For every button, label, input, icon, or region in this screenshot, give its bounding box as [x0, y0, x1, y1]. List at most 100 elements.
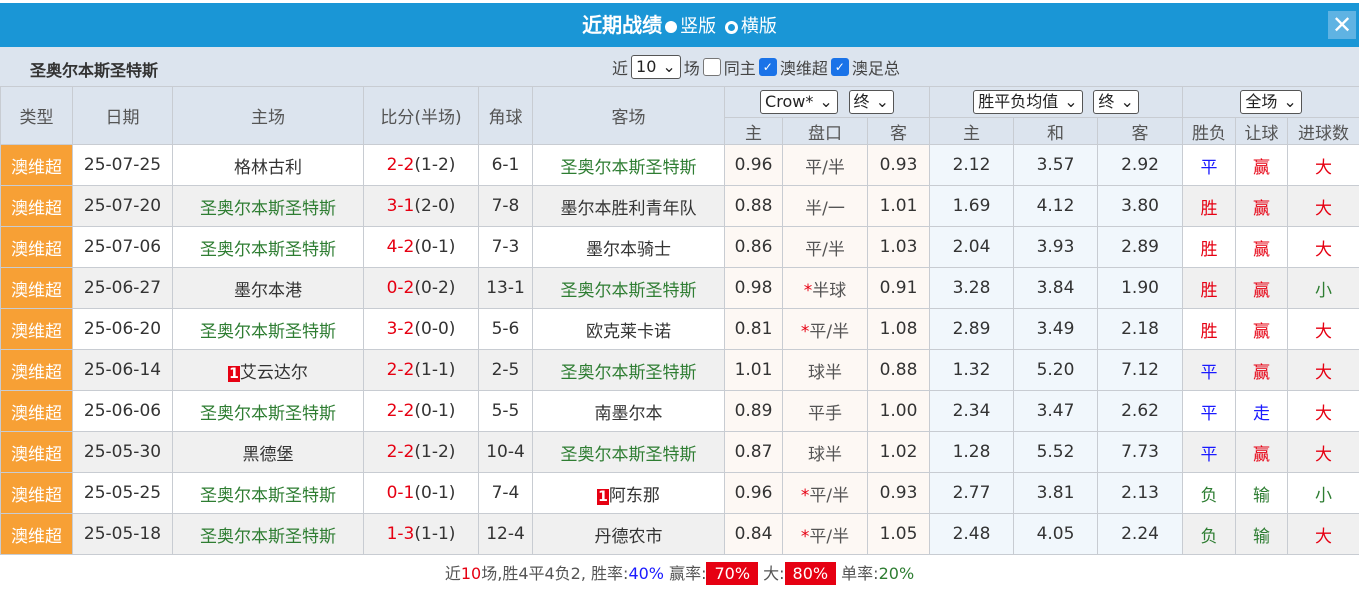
filter-bar: 圣奥尔本斯圣特斯 近 10 ⌄ 场 同主 ✓ 澳维超 ✓ 澳足总: [0, 47, 1359, 86]
period-select[interactable]: 全场 ⌄: [1240, 90, 1302, 114]
match-row[interactable]: 澳维超 25-05-25 圣奥尔本斯圣特斯 0-1(0-1) 7-4 1阿东那 …: [0, 472, 1359, 514]
home-team-name[interactable]: 圣奥尔本斯圣特斯: [200, 403, 336, 424]
home-team-name[interactable]: 圣奥尔本斯圣特斯: [200, 526, 336, 547]
eu-away-odds: 2.89: [1097, 226, 1184, 268]
league-type[interactable]: 澳维超: [0, 267, 73, 309]
star-mark: *: [803, 280, 813, 301]
team-name: 圣奥尔本斯圣特斯: [30, 61, 159, 80]
full-score: 2-2: [386, 442, 415, 462]
away-team-cell: 圣奥尔本斯圣特斯: [532, 431, 725, 473]
ah-line-value: 球半: [808, 362, 842, 383]
handicap-result: 走: [1235, 390, 1289, 432]
away-team-name[interactable]: 圣奥尔本斯圣特斯: [560, 157, 697, 178]
match-row[interactable]: 澳维超 25-06-20 圣奥尔本斯圣特斯 3-2(0-0) 5-6 欧克莱卡诺…: [0, 308, 1359, 350]
away-team-name[interactable]: 墨尔本胜利青年队: [560, 198, 697, 219]
away-team-name[interactable]: 圣奥尔本斯圣特斯: [560, 280, 697, 301]
score-cell[interactable]: 3-1(2-0): [363, 185, 479, 227]
league-type[interactable]: 澳维超: [0, 431, 73, 473]
away-team-name[interactable]: 丹德农市: [594, 526, 663, 547]
summary-text: 场,胜4平4负2, 胜率:: [481, 564, 629, 583]
home-team-name[interactable]: 圣奥尔本斯圣特斯: [200, 485, 336, 506]
league-type[interactable]: 澳维超: [0, 390, 73, 432]
title-bar: 近期战绩 竖版 横版 ✕: [0, 3, 1359, 47]
radio-vertical-label[interactable]: 竖版: [680, 16, 717, 37]
header-date: 日期: [72, 86, 173, 145]
eu-type-select[interactable]: 胜平负均值 ⌄: [973, 90, 1083, 114]
away-team-cell: 1阿东那: [532, 472, 725, 514]
eu-away-odds: 3.80: [1097, 185, 1184, 227]
score-cell[interactable]: 0-2(0-2): [363, 267, 479, 309]
away-team-name[interactable]: 墨尔本骑士: [586, 239, 671, 260]
away-team-name[interactable]: 南墨尔本: [594, 403, 663, 424]
goals-result: 大: [1287, 349, 1359, 391]
home-team-name[interactable]: 圣奥尔本斯圣特斯: [200, 321, 336, 342]
match-count-select[interactable]: 10 ⌄: [631, 55, 681, 79]
away-team-name[interactable]: 圣奥尔本斯圣特斯: [560, 362, 697, 383]
score-cell[interactable]: 2-2(1-2): [363, 144, 479, 186]
company-select[interactable]: Crow* ⌄: [760, 90, 838, 114]
league-type[interactable]: 澳维超: [0, 185, 73, 227]
eu-draw-odds: 3.81: [1013, 472, 1099, 514]
match-row[interactable]: 澳维超 25-06-06 圣奥尔本斯圣特斯 2-2(0-1) 5-5 南墨尔本 …: [0, 390, 1359, 432]
eu-away-odds: 2.24: [1097, 513, 1184, 555]
over-rate: 80%: [784, 562, 837, 585]
result: 胜: [1182, 308, 1237, 350]
company-value: Crow*: [765, 92, 814, 111]
match-row[interactable]: 澳维超 25-07-20 圣奥尔本斯圣特斯 3-1(2-0) 7-8 墨尔本胜利…: [0, 185, 1359, 227]
result: 胜: [1182, 226, 1237, 268]
away-team-name[interactable]: 阿东那: [608, 485, 660, 506]
match-row[interactable]: 澳维超 25-06-27 墨尔本港 0-2(0-2) 13-1 圣奥尔本斯圣特斯…: [0, 267, 1359, 309]
match-row[interactable]: 澳维超 25-07-25 格林古利 2-2(1-2) 6-1 圣奥尔本斯圣特斯 …: [0, 144, 1359, 186]
home-team-name[interactable]: 墨尔本港: [234, 280, 302, 301]
away-team-name[interactable]: 欧克莱卡诺: [586, 321, 671, 342]
match-row[interactable]: 澳维超 25-06-14 1艾云达尔 2-2(1-1) 2-5 圣奥尔本斯圣特斯…: [0, 349, 1359, 391]
close-icon[interactable]: ✕: [1328, 11, 1356, 39]
away-team-name[interactable]: 圣奥尔本斯圣特斯: [560, 444, 697, 465]
star-mark: *: [800, 321, 810, 342]
ah-home-odds: 0.84: [724, 513, 783, 555]
score-cell[interactable]: 2-2(1-2): [363, 431, 479, 473]
ah-line-value: 半球: [812, 280, 847, 301]
league-type[interactable]: 澳维超: [0, 349, 73, 391]
league-type[interactable]: 澳维超: [0, 513, 73, 555]
corner-count: 13-1: [478, 267, 533, 309]
league-type[interactable]: 澳维超: [0, 472, 73, 514]
league1-checkbox[interactable]: ✓: [758, 58, 777, 76]
ah-away-odds: 1.02: [866, 431, 931, 473]
home-team-cell: 圣奥尔本斯圣特斯: [172, 390, 364, 432]
home-team-name[interactable]: 圣奥尔本斯圣特斯: [200, 239, 336, 260]
score-cell[interactable]: 4-2(0-1): [363, 226, 479, 268]
home-team-name[interactable]: 艾云达尔: [239, 362, 308, 383]
home-team-name[interactable]: 圣奥尔本斯圣特斯: [200, 198, 336, 219]
result: 胜: [1182, 185, 1237, 227]
score-cell[interactable]: 2-2(1-1): [363, 349, 479, 391]
goals-result: 大: [1287, 308, 1359, 350]
handicap-result: 输: [1235, 513, 1289, 555]
league-type[interactable]: 澳维超: [0, 144, 73, 186]
chevron-down-icon: ⌄: [1064, 92, 1078, 111]
score-cell[interactable]: 1-3(1-1): [363, 513, 479, 555]
match-row[interactable]: 澳维超 25-05-18 圣奥尔本斯圣特斯 1-3(1-1) 12-4 丹德农市…: [0, 513, 1359, 555]
radio-horizontal[interactable]: [724, 20, 738, 34]
handicap-result: 输: [1235, 472, 1289, 514]
score-cell[interactable]: 0-1(0-1): [363, 472, 479, 514]
league2-checkbox[interactable]: ✓: [830, 58, 849, 76]
match-row[interactable]: 澳维超 25-05-30 黑德堡 2-2(1-2) 10-4 圣奥尔本斯圣特斯 …: [0, 431, 1359, 473]
radio-vertical[interactable]: [665, 21, 678, 33]
ah-stage-select[interactable]: 终 ⌄: [848, 90, 894, 114]
eu-stage-select[interactable]: 终 ⌄: [1093, 90, 1139, 114]
home-team-name[interactable]: 黑德堡: [242, 444, 294, 465]
score-cell[interactable]: 3-2(0-0): [363, 308, 479, 350]
home-team-name[interactable]: 格林古利: [234, 157, 302, 178]
same-home-checkbox[interactable]: [702, 58, 721, 76]
ah-away-odds: 0.91: [866, 267, 931, 309]
ah-line: *平/半: [782, 513, 868, 555]
match-row[interactable]: 澳维超 25-07-06 圣奥尔本斯圣特斯 4-2(0-1) 7-3 墨尔本骑士…: [0, 226, 1359, 268]
chevron-down-icon: ⌄: [819, 92, 833, 111]
league-type[interactable]: 澳维超: [0, 308, 73, 350]
league-type[interactable]: 澳维超: [0, 226, 73, 268]
ah-away-odds: 1.01: [866, 185, 931, 227]
score-cell[interactable]: 2-2(0-1): [363, 390, 479, 432]
league1-label: 澳维超: [779, 59, 828, 78]
radio-horizontal-label[interactable]: 横版: [740, 16, 777, 37]
